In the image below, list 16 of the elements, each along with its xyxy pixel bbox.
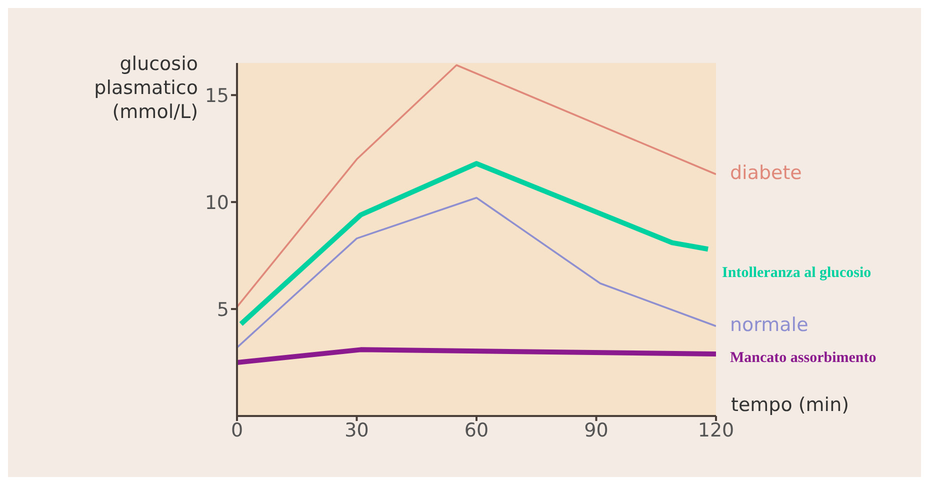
line-series — [237, 64, 716, 308]
x-tick-label: 120 — [698, 419, 734, 442]
series-label: diabete — [730, 162, 802, 184]
series-label: normale — [730, 314, 808, 336]
x-tick-label: 30 — [344, 419, 369, 442]
y-tick-label: 15 — [204, 84, 229, 107]
line-series — [237, 196, 716, 348]
y-tick-label: 10 — [204, 192, 229, 214]
y-tick-label: 5 — [216, 298, 229, 321]
y-axis-title: glucosio plasmatico (mmol/L) — [94, 52, 198, 124]
x-tick-label: 90 — [584, 419, 608, 442]
series-label: Mancato assorbimento — [730, 350, 876, 366]
x-tick-label: 0 — [230, 419, 244, 442]
x-tick-label: 60 — [464, 419, 489, 442]
x-axis-title: tempo (min) — [731, 394, 850, 416]
series-label: Intolleranza al glucosio — [722, 265, 872, 282]
